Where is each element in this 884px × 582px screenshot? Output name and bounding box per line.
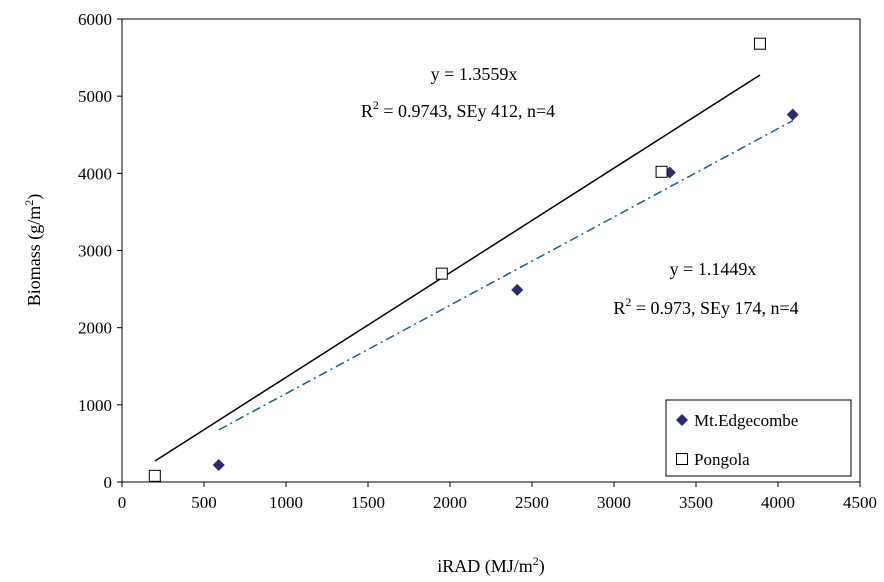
legend-marker-pongola [676,453,688,465]
data-points [148,37,799,482]
pongola-stats-sup: 2 [373,98,379,112]
point-mt-edgecombe [786,108,799,121]
y-tick-label: 0 [104,473,113,492]
edgecombe-equation: y = 1.1449x [670,259,757,279]
y-tick-label: 6000 [78,10,112,29]
x-tick-labels: 0 500 1000 1500 2000 2500 3000 3500 4000 4500 [118,493,877,512]
legend: Mt.Edgecombe Pongola [665,399,852,477]
point-pongola [753,37,766,50]
y-tick-labels: 0 1000 2000 3000 4000 5000 6000 [78,10,112,492]
pongola-equation: y = 1.3559x [431,64,518,84]
x-tick-label: 4000 [761,493,795,512]
trendline-mt-edgecombe [218,119,794,431]
y-axis-title: Biomass (g/m2) [22,194,45,307]
legend-marker-mt-edgecombe [676,414,688,426]
trendlines [154,74,794,462]
x-tick-label: 3500 [679,493,713,512]
edgecombe-stats-sup: 2 [625,295,631,309]
pongola-stats-rest: = 0.9743, SEy 412, n=4 [379,101,555,121]
point-pongola [655,165,668,178]
legend-box [665,399,852,477]
y-tick-label: 2000 [78,319,112,338]
x-tick-label: 500 [191,493,217,512]
x-tick-label: 0 [118,493,127,512]
point-mt-edgecombe [212,459,225,472]
y-tick-label: 4000 [78,164,112,183]
edgecombe-stats-rest: = 0.973, SEy 174, n=4 [631,298,798,318]
pongola-stats: R2 = 0.9743, SEy 412, n=4 [361,98,555,121]
trendline-pongola [154,74,761,462]
x-axis-title: iRAD (MJ/m2) [437,554,545,577]
legend-label-pongola: Pongola [694,450,750,469]
y-axis-title-sup: 2 [22,200,36,206]
x-tick-label: 1500 [351,493,385,512]
point-pongola [148,469,161,482]
x-tick-label: 2000 [433,493,467,512]
point-pongola [435,267,448,280]
tick-marks [117,18,861,487]
y-tick-label: 1000 [78,396,112,415]
edgecombe-stats: R2 = 0.973, SEy 174, n=4 [613,295,798,318]
x-tick-label: 4500 [843,493,877,512]
y-tick-label: 3000 [78,242,112,261]
x-tick-label: 1000 [269,493,303,512]
x-tick-label: 3000 [597,493,631,512]
point-mt-edgecombe [511,283,524,296]
legend-label-mt-edgecombe: Mt.Edgecombe [694,411,798,430]
y-tick-label: 5000 [78,87,112,106]
x-tick-label: 2500 [515,493,549,512]
plot-area [121,18,861,483]
x-axis-title-sup: 2 [533,554,539,568]
x-axis-title-end: ) [539,556,545,577]
y-axis-title-end: ) [24,194,45,200]
